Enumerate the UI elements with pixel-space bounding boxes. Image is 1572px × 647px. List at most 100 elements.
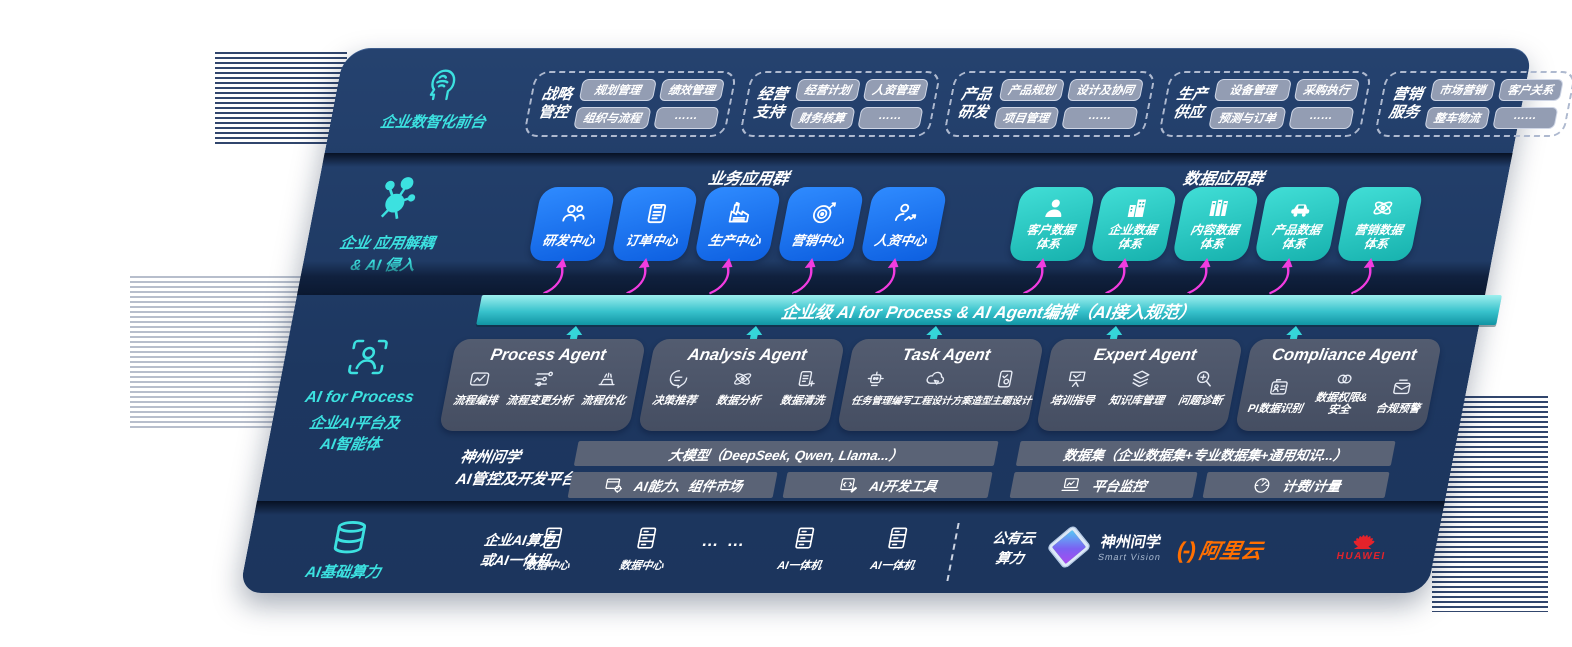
group-title-line: 供应 [1171,104,1206,121]
data-box-enterprise: 企业数据 体系 [1089,187,1178,261]
capability-market-label: AI能力、组件市场 [632,479,744,494]
molecule-icon [380,177,416,220]
business-app-row: 研发中心 订单中心 生产中心 [527,187,948,261]
agent-item: 任务管理 [850,368,898,407]
agent-item-label: 流程优化 [580,395,627,407]
agent-item: 流程编排 [452,368,504,408]
data-app-row: 客户数据 体系 企业数据 体系 内容数据 体系 [1007,187,1424,261]
ai-platform-band: 企业级 AI for Process & AI Agent编排（AI接入规范） … [257,295,1502,501]
group-product: 产品 研发 产品规划 设计及协同 项目管理 …… [942,71,1157,137]
agent-item-label: 数据清洗 [779,395,826,407]
aliyun-bracket-icon: (-) [1174,536,1198,563]
group-title-line: 经营 [755,86,790,103]
agent-item-label: 数据权限&安全 [1314,392,1369,417]
data-box-content: 内容数据 体系 [1171,187,1260,261]
alert-mail-icon [1393,379,1411,395]
agent-item: PI数据识别 [1246,376,1308,416]
aliyun-name: 阿里云 [1196,540,1265,563]
cloud-write-icon [926,371,945,385]
database-icon [333,521,367,554]
infra-left-label: AI基础算力 [261,519,433,582]
vertical-dashed-divider [946,523,960,581]
ai-for-process-label: AI for Process [303,389,416,406]
huawei-logo: HUAWEI [1317,521,1411,562]
agent-item: 数据清洗 [779,368,831,408]
brain-head-icon [429,69,455,101]
ai-appliance-node: AI一体机 [846,525,945,573]
capability-chip: …… [1491,107,1559,129]
shenzhou-subtitle: Smart Vision [1097,552,1162,562]
agent-item: 合规预警 [1374,376,1426,416]
capability-chip: 规划管理 [578,79,657,101]
capability-chip: …… [856,107,924,129]
agent-item-label: 决策推荐 [651,395,698,407]
agent-title: Expert Agent [1092,346,1199,364]
group-title-line: 营销 [1390,86,1425,103]
capability-chip: 市场营销 [1429,79,1496,101]
factory-icon [728,201,750,223]
data-group-title: 数据应用群 [1181,171,1266,188]
capability-chip: 财务核算 [788,107,856,129]
node-label: 数据中心 [618,560,665,572]
architecture-panel: 企业数智化前台 战略 管控 规划管理 绩效管理 组织与流程 …… 经营 支持 经营计… [239,48,1572,593]
shenzhou-diamond-icon [1047,525,1091,568]
node-label: AI一体机 [869,560,916,572]
server-icon [888,527,908,549]
agent-item-label: 数据分析 [715,395,762,407]
agent-item: 编写工程设计方案 [890,368,978,407]
server-icon [795,527,815,549]
scan-person-icon [347,339,388,375]
agent-item-label: 知识库管理 [1107,395,1166,407]
business-group-title: 业务应用群 [706,171,791,188]
target-icon [813,201,837,223]
data-app-label: 企业数据 体系 [1104,223,1158,252]
server-icon [543,527,563,549]
flow-arrow [875,258,899,295]
dataset-bar: 数据集（企业数据集+专业数据集+通用知识...） [1015,441,1396,466]
cloud-line2: 算力 [994,549,1026,566]
capability-chip: 经营计划 [794,79,861,101]
app-label: 订单中心 [624,232,680,248]
agent-item-label: 流程编排 [452,395,499,407]
platform-name-line1: 神州问学 [458,449,523,466]
agent-item-label: 合规预警 [1374,403,1421,416]
data-app-line1: 营销数据 [1353,223,1404,238]
capability-chip: 产品规划 [998,79,1065,101]
capability-chip: 设备管理 [1213,79,1292,101]
flow-arrow [1023,258,1047,295]
agent-item: 问题诊断 [1177,368,1229,408]
agent-item-label: 任务管理 [850,396,893,407]
gauge-icon [1254,478,1270,493]
workflow-icon [469,372,490,386]
agent-title: Process Agent [489,346,608,364]
customer-person-icon [1045,199,1062,218]
data-app-label: 内容数据 体系 [1186,223,1240,252]
stripe-decoration-top-left [215,52,347,144]
data-app-line2: 体系 [1362,237,1390,251]
app-label: 营销中心 [790,232,846,248]
group-operation: 经营 支持 经营计划 人资管理 财务核算 …… [738,71,942,137]
agent-box-task: Task Agent 任务管理 编写工程设计方案 造型主题设计 [836,339,1045,431]
conveyor-icon [598,372,615,386]
platform-model-group: 大模型（DeepSeek, Qwen, Llama...） AI能力、组件市场 … [567,441,999,498]
agent-item: 造型主题设计 [970,368,1038,407]
agent-item-label: 流程变更分析 [505,395,574,407]
data-box-marketing: 营销数据 体系 [1335,187,1424,261]
capability-chip: 整车物流 [1423,107,1491,129]
atom-icon [734,373,752,385]
group-title-line: 战略 [540,86,574,103]
group-marketing: 营销 服务 市场营销 客户关系 整车物流 …… [1373,71,1572,137]
data-app-line1: 企业数据 [1107,223,1158,238]
node-label: 数据中心 [524,560,571,572]
server-icon [637,527,657,549]
capability-chip: 项目管理 [992,107,1060,129]
platform-name-line2: AI管控及开发平台 [454,470,578,488]
datacenter-node: 数据中心 [595,525,694,573]
linked-rings-icon [1337,374,1352,384]
agent-item-label: 培训指导 [1049,395,1096,407]
enterprise-building-icon [1127,199,1147,218]
agent-item: 培训指导 [1049,368,1101,408]
ai-platform-label-line3: AI智能体 [318,436,383,453]
diagnose-icon [1197,371,1211,387]
data-app-line2: 体系 [1034,237,1062,251]
